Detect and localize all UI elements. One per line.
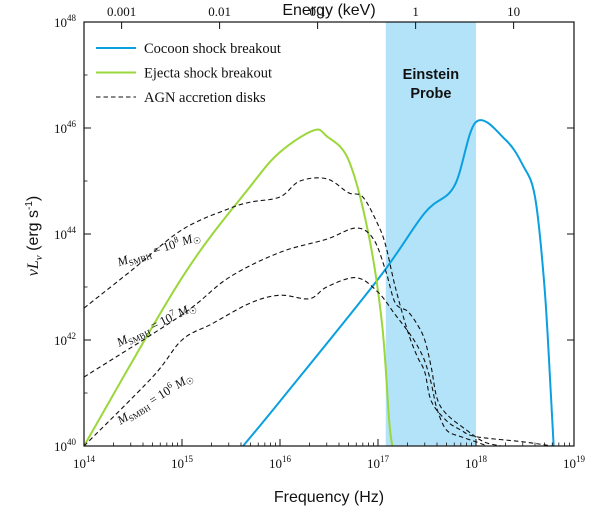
curve-annotations: MSMBH = 108 M☉ MSMBH = 107 M☉ MSMBH = 106 … [113,227,203,429]
axis-ticks: 1014 1015 1016 1017 1018 1019 1040 1042 1044 1046… [54,4,586,471]
agn-mass-label: MSMBH = 106 M☉ [113,368,196,429]
y-tick-label: 1048 [54,13,77,30]
legend-label: AGN accretion disks [144,90,266,106]
series-layer [84,119,555,446]
x2-tick-label: 0.1 [309,4,325,19]
x2-tick-label: 0.001 [107,4,136,19]
series-line-1 [84,128,394,446]
plot-frame [83,21,575,447]
y-tick-label: 1044 [54,225,77,242]
x2-axis-title: Energy (keV) [282,2,375,19]
band-label: Probe [410,86,451,102]
agn-mass-label: MSMBH = 108 M☉ [114,227,202,271]
x-tick-label: 1019 [563,454,586,471]
x-tick-label: 1017 [367,454,390,471]
x2-tick-label: 0.01 [208,4,231,19]
y-axis-title: νLν (erg s-1) [24,196,45,276]
x2-tick-label: 1 [412,4,419,19]
y-tick-label: 1040 [54,437,77,454]
agn-mass-label: MSMBH = 107 M☉ [113,297,199,351]
series-line-0 [242,119,555,446]
x2-tick-label: 10 [507,4,520,19]
x-tick-label: 1018 [465,454,488,471]
x-tick-label: 1014 [73,454,96,471]
x-tick-label: 1016 [269,454,292,471]
legend: Cocoon shock breakout Ejecta shock breako… [96,41,281,106]
y-tick-label: 1042 [54,331,76,348]
x-tick-label: 1015 [171,454,194,471]
y-tick-label: 1046 [54,119,77,136]
series-line-2 [84,177,553,446]
band-label: Einstein [403,67,459,83]
x-axis-title: Frequency (Hz) [274,489,384,506]
band-layer: Einstein Probe [385,22,476,446]
series-line-3 [84,227,502,446]
legend-label: Cocoon shock breakout [144,41,281,57]
einstein-probe-band [385,22,476,446]
legend-label: Ejecta shock breakout [144,66,272,82]
